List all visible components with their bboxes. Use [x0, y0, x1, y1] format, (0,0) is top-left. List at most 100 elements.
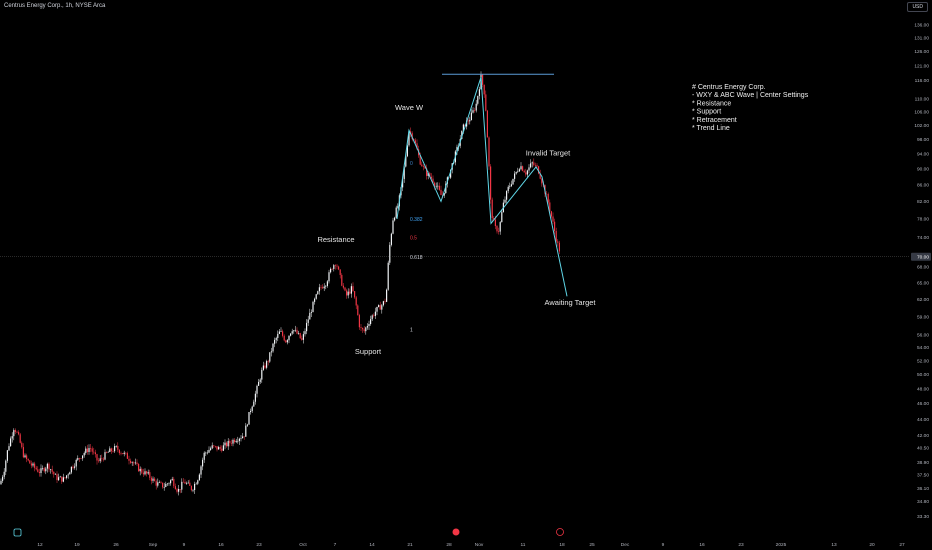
candle-body [546, 193, 548, 195]
candle-body [430, 176, 432, 179]
candle-body [290, 333, 292, 336]
candle-body [323, 286, 325, 289]
y-tick-label: 59.00 [917, 314, 929, 320]
candle-body [14, 430, 16, 432]
candle-body [69, 472, 71, 475]
candle-body [429, 172, 431, 177]
candle-body [107, 452, 109, 453]
tradingview-logo-icon[interactable] [13, 528, 22, 537]
candle-body [27, 458, 29, 461]
candle-body [168, 483, 170, 484]
candle-body [306, 322, 308, 332]
candle-body [504, 199, 506, 203]
candle-body [155, 481, 157, 486]
y-tick-label: 40.50 [917, 446, 929, 452]
candle-body [85, 448, 87, 454]
candle-body [355, 297, 357, 306]
candle-body [243, 436, 245, 438]
y-tick-label: 46.00 [917, 401, 929, 407]
currency-button[interactable]: USD [907, 2, 928, 12]
candle-body [512, 178, 514, 185]
y-tick-label: 82.00 [917, 199, 929, 205]
candle-body [362, 327, 364, 330]
candle-body [246, 424, 248, 426]
y-tick-label: 50.00 [917, 372, 929, 378]
candle-body [467, 120, 469, 122]
candle-body [414, 140, 416, 144]
candle-body [427, 172, 429, 176]
candle-body [237, 440, 239, 442]
candle-body [62, 477, 64, 482]
candle-body [314, 298, 316, 302]
time-axis[interactable] [0, 538, 910, 550]
candle-body [104, 452, 106, 460]
candle-body [146, 471, 148, 474]
candle-body [256, 385, 258, 394]
candle-body [176, 489, 178, 492]
candle-body [402, 179, 404, 188]
candle-body [525, 172, 527, 175]
candle-body [142, 472, 144, 475]
candle-body [5, 460, 7, 472]
candle-body [320, 287, 322, 288]
candle-body [195, 483, 197, 485]
candle-body [77, 458, 79, 460]
x-tick-label: 7 [334, 542, 337, 548]
legend-note-line: - WXY & ABC Wave | Center Settings [692, 92, 809, 99]
x-tick-label: Oct [299, 542, 307, 548]
candle-body [382, 301, 384, 306]
candle-body [138, 464, 140, 472]
candle-body [531, 162, 533, 164]
candle-body [440, 189, 442, 196]
candle-body [213, 445, 215, 447]
candle-body [224, 442, 226, 446]
candle-body [99, 458, 101, 462]
earnings-icon[interactable] [452, 528, 460, 536]
candle-body [499, 222, 501, 232]
y-tick-label: 38.90 [917, 460, 929, 466]
y-tick-label: 102.00 [914, 123, 929, 129]
candle-body [59, 476, 61, 478]
candle-body [181, 481, 183, 490]
candle-body [534, 165, 536, 166]
candle-body [555, 230, 557, 242]
candle-body [130, 460, 132, 463]
candle-body [322, 287, 324, 289]
candle-body [35, 467, 37, 470]
y-tick-label: 74.00 [917, 235, 929, 241]
candle-body [0, 480, 2, 485]
y-tick-label: 126.00 [914, 49, 929, 55]
candle-body [494, 219, 496, 226]
candle-body [83, 453, 85, 456]
candle-body [222, 445, 224, 451]
candle-body [186, 483, 188, 484]
candle-body [470, 112, 472, 121]
candle-body [491, 199, 493, 218]
candle-body [392, 220, 394, 234]
candle-body [536, 165, 538, 167]
candle-body [341, 274, 343, 286]
candle-body [378, 305, 380, 307]
y-tick-label: 56.00 [917, 333, 929, 339]
fib-level-label: 0.5 [410, 236, 417, 242]
candle-body [286, 340, 288, 343]
candle-body [198, 474, 200, 481]
x-tick-label: 19 [74, 542, 80, 548]
y-tick-label: 78.00 [917, 217, 929, 223]
candle-body [370, 319, 372, 324]
y-tick-label: 94.00 [917, 151, 929, 157]
dividend-icon[interactable] [556, 528, 564, 536]
x-tick-label: Nov [475, 542, 484, 548]
candle-body [157, 482, 159, 486]
candle-body [493, 217, 495, 220]
candle-body [515, 171, 517, 174]
x-tick-label: 21 [407, 542, 413, 548]
candle-body [16, 431, 18, 433]
candle-body [171, 478, 173, 481]
candle-body [187, 482, 189, 484]
price-axis[interactable] [910, 0, 932, 550]
x-tick-label: 16 [218, 542, 224, 548]
candle-body [50, 469, 52, 470]
